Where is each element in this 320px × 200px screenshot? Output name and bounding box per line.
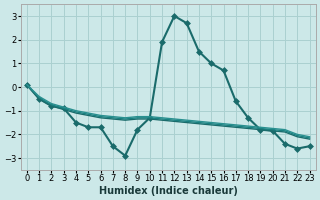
X-axis label: Humidex (Indice chaleur): Humidex (Indice chaleur): [99, 186, 238, 196]
